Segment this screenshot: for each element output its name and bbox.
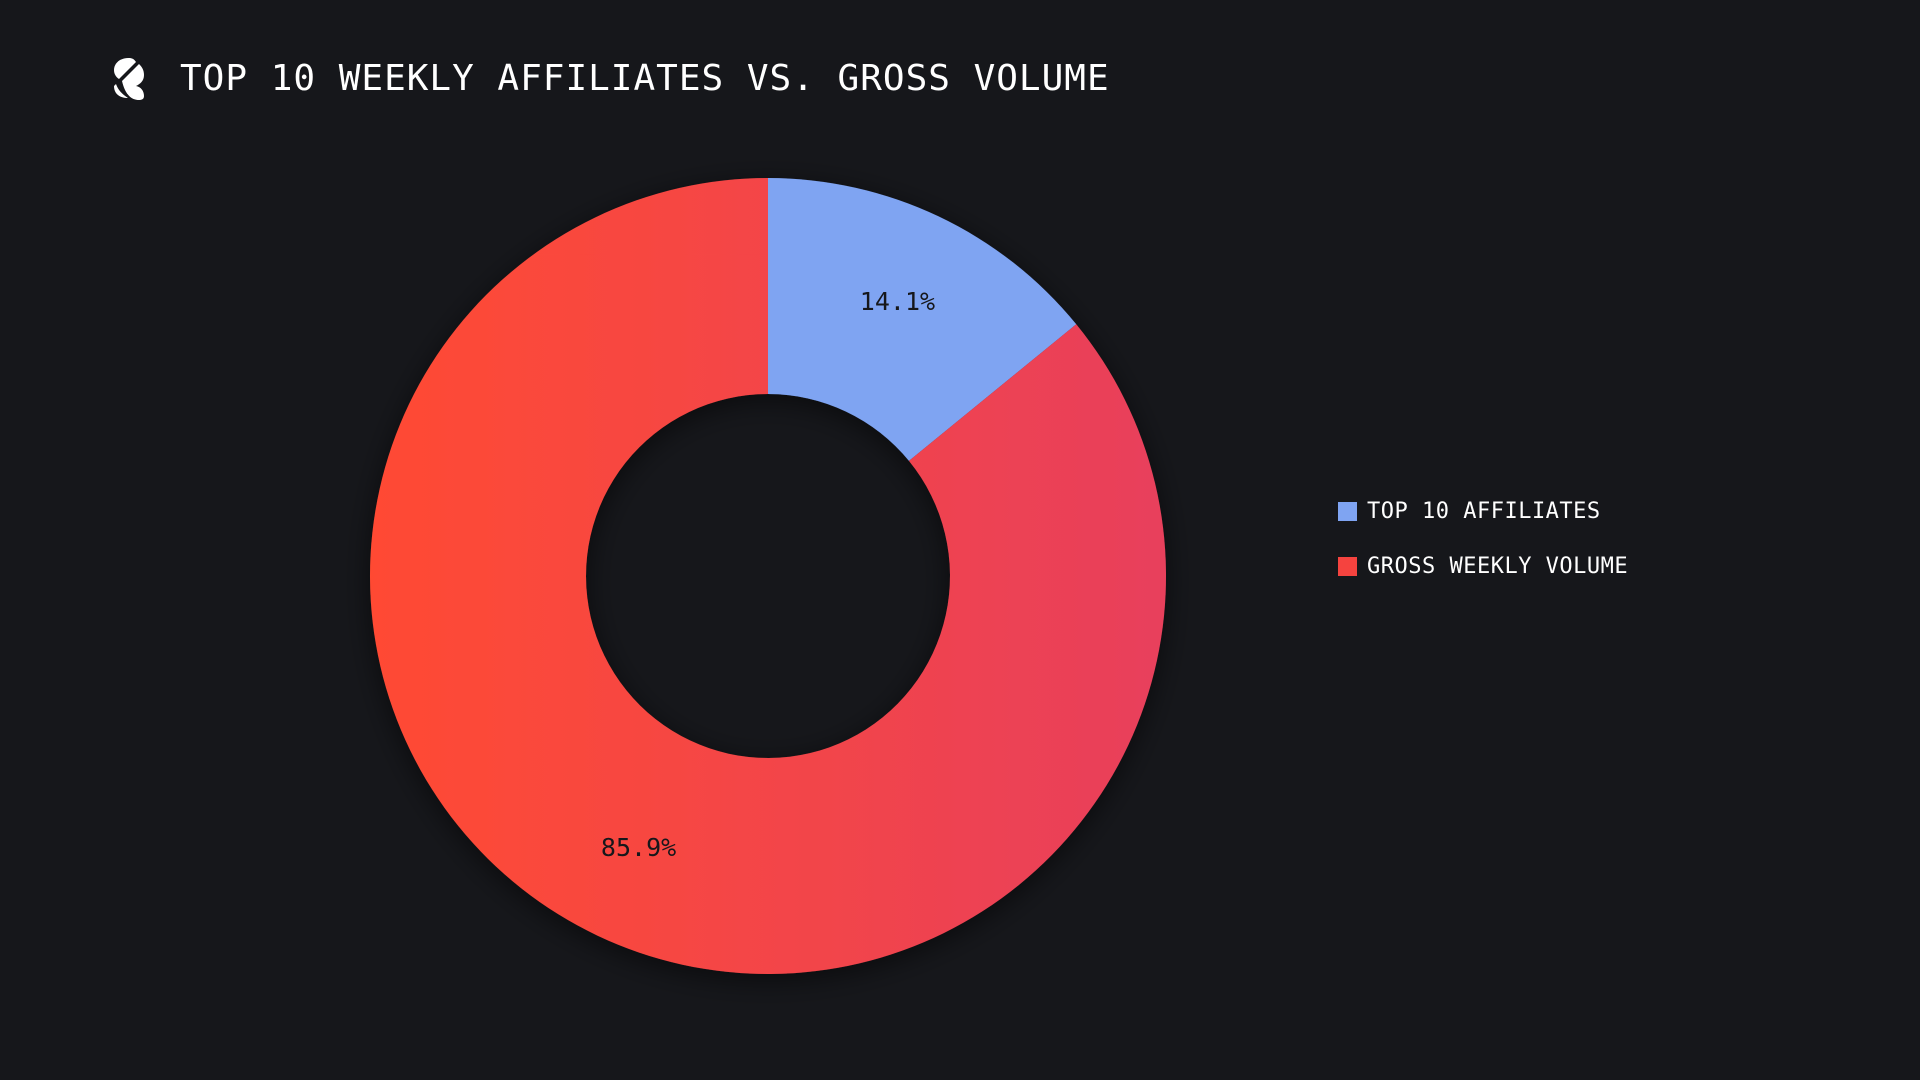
legend-item-gross-volume[interactable]: GROSS WEEKLY VOLUME (1338, 551, 1628, 581)
legend-swatch-gross-volume (1338, 556, 1357, 576)
slice-top-10-affiliates[interactable] (768, 178, 1077, 461)
legend-label-gross-volume: GROSS WEEKLY VOLUME (1367, 553, 1629, 579)
chart-legend: TOP 10 AFFILIATES GROSS WEEKLY VOLUME (1338, 496, 1628, 606)
data-label-affiliates: 14.1% (860, 287, 935, 316)
data-label-gross-volume: 85.9% (601, 833, 676, 862)
legend-item-affiliates[interactable]: TOP 10 AFFILIATES (1338, 496, 1628, 526)
s-slash-logo-icon (114, 58, 144, 100)
chart-title: TOP 10 WEEKLY AFFILIATES VS. GROSS VOLUM… (180, 57, 1110, 99)
legend-label-affiliates: TOP 10 AFFILIATES (1367, 498, 1601, 524)
legend-swatch-affiliates (1338, 501, 1357, 521)
chart-header: TOP 10 WEEKLY AFFILIATES VS. GROSS VOLUM… (112, 54, 1110, 102)
slice-gross-weekly-volume[interactable] (369, 177, 1166, 974)
